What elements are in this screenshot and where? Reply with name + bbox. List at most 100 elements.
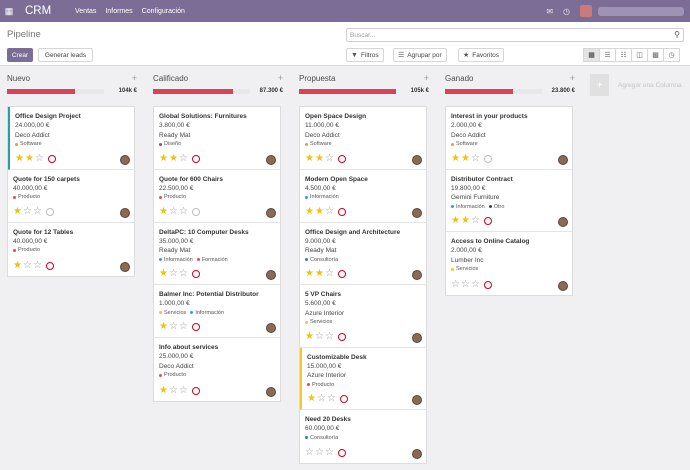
menu-ventas[interactable]: Ventas <box>75 7 97 15</box>
star-icon[interactable]: ★ <box>159 384 168 396</box>
avatar[interactable] <box>412 207 422 218</box>
generate-leads-button[interactable]: Generar leads <box>38 48 93 62</box>
star-icon[interactable]: ★ <box>24 152 34 164</box>
column-title[interactable]: Ganado <box>445 74 474 83</box>
clock-icon[interactable]: ◷ <box>563 6 570 16</box>
column-title[interactable]: Calificado <box>153 74 189 83</box>
kanban-card[interactable]: Open Space Design 11.000,00 € Deco Addict S… <box>300 107 426 170</box>
quick-create-plus-icon[interactable]: + <box>277 73 283 83</box>
star-icon[interactable]: ★ <box>460 215 470 226</box>
favorites-button[interactable]: ★ Favoritos <box>458 48 505 62</box>
activity-clock-icon[interactable] <box>191 154 200 163</box>
kanban-card[interactable]: Quote for 150 carpets 40.000,00 € Producto… <box>8 170 134 223</box>
kanban-card[interactable]: Balmer Inc: Potential Distributor 1.000,0… <box>154 285 280 338</box>
star-icon[interactable]: ★ <box>13 259 22 271</box>
star-icon[interactable]: ☆ <box>324 330 334 342</box>
list-view-icon[interactable]: ☰ <box>599 48 616 62</box>
star-icon[interactable]: ☆ <box>22 205 32 217</box>
activity-clock-icon[interactable] <box>191 323 200 331</box>
activity-clock-icon[interactable] <box>337 270 346 278</box>
app-name[interactable]: CRM <box>25 5 52 17</box>
star-icon[interactable]: ☆ <box>314 447 324 458</box>
star-icon[interactable]: ★ <box>314 152 324 164</box>
star-icon[interactable]: ☆ <box>460 278 470 290</box>
search-icon[interactable]: ⚲ <box>674 30 680 39</box>
avatar[interactable] <box>120 207 130 218</box>
star-icon[interactable]: ★ <box>451 152 460 164</box>
avatar[interactable] <box>558 217 568 227</box>
star-icon[interactable]: ☆ <box>316 393 326 404</box>
menu-configuracion[interactable]: Configuración <box>141 7 185 15</box>
avatar[interactable] <box>580 5 592 17</box>
add-column[interactable]: + Agregar una Columna <box>590 74 686 96</box>
avatar[interactable] <box>266 154 276 165</box>
kanban-card[interactable]: Global Solutions: Furnitures 3.800,00 € Re… <box>154 107 280 170</box>
kanban-card[interactable]: Need 20 Desks 60.000,00 € Consultoría ☆ ☆ ☆ <box>300 410 426 463</box>
star-icon[interactable]: ★ <box>305 268 314 279</box>
star-icon[interactable]: ★ <box>314 268 324 279</box>
column-title[interactable]: Propuesta <box>299 74 336 83</box>
star-icon[interactable]: ☆ <box>32 205 42 217</box>
kanban-card[interactable]: Modern Open Space 4.500,00 € Información ★ ★… <box>300 170 426 223</box>
column-progress-bar[interactable] <box>299 89 396 94</box>
column-progress-bar[interactable] <box>153 89 250 94</box>
star-icon[interactable]: ☆ <box>470 152 480 164</box>
activity-clock-icon[interactable] <box>483 280 492 289</box>
avatar[interactable] <box>266 386 276 397</box>
star-icon[interactable]: ☆ <box>178 205 188 217</box>
star-icon[interactable]: ☆ <box>451 278 460 290</box>
activity-clock-icon[interactable] <box>337 332 346 341</box>
avatar[interactable] <box>558 154 568 165</box>
calendar-view-icon[interactable]: ☷ <box>615 48 632 62</box>
kanban-card[interactable]: Quote for 600 Chairs 22.500,00 € Producto ★… <box>154 170 280 223</box>
star-icon[interactable]: ★ <box>168 152 178 164</box>
activity-clock-icon[interactable] <box>339 395 348 403</box>
activity-clock-icon[interactable] <box>45 207 54 216</box>
star-icon[interactable]: ☆ <box>314 330 324 342</box>
star-icon[interactable]: ☆ <box>178 152 188 164</box>
avatar[interactable] <box>266 207 276 218</box>
star-icon[interactable]: ☆ <box>34 152 44 164</box>
activity-clock-icon[interactable] <box>337 154 346 163</box>
avatar[interactable] <box>120 154 130 165</box>
star-icon[interactable]: ☆ <box>470 215 480 226</box>
kanban-card[interactable]: Distributor Contract 19.800,00 € Gemini Fu… <box>446 170 572 232</box>
activity-clock-icon[interactable] <box>191 270 200 278</box>
kanban-card[interactable]: Office Design and Architecture 9.000,00 €… <box>300 223 426 285</box>
activity-clock-icon[interactable] <box>191 386 200 395</box>
activity-clock-icon[interactable] <box>483 154 492 163</box>
avatar[interactable] <box>120 261 130 272</box>
star-icon[interactable]: ☆ <box>326 393 336 404</box>
kanban-card[interactable]: Customizable Desk 15.000,00 € Azure Interi… <box>300 347 426 410</box>
groupby-button[interactable]: ☰ Agrupar por <box>393 48 447 62</box>
activity-clock-icon[interactable] <box>337 207 346 216</box>
star-icon[interactable]: ☆ <box>178 384 188 396</box>
kanban-card[interactable]: Office Design Project 24.000,00 € Deco Add… <box>8 107 134 170</box>
avatar[interactable] <box>412 395 422 405</box>
avatar[interactable] <box>558 280 568 291</box>
avatar[interactable] <box>412 154 422 165</box>
star-icon[interactable]: ☆ <box>324 268 334 279</box>
activity-view-icon[interactable]: ◷ <box>663 48 680 62</box>
graph-view-icon[interactable]: ▩ <box>647 48 664 62</box>
star-icon[interactable]: ★ <box>314 205 324 217</box>
star-icon[interactable]: ☆ <box>32 259 42 271</box>
avatar[interactable] <box>266 270 276 280</box>
avatar[interactable] <box>412 449 422 459</box>
star-icon[interactable]: ☆ <box>178 268 188 279</box>
star-icon[interactable]: ★ <box>305 330 314 342</box>
star-icon[interactable]: ☆ <box>168 268 178 279</box>
kanban-view-icon[interactable]: ▦ <box>583 48 600 62</box>
star-icon[interactable]: ☆ <box>324 152 334 164</box>
avatar[interactable] <box>412 270 422 280</box>
filters-button[interactable]: ▼ Filtros <box>346 48 384 62</box>
star-icon[interactable]: ★ <box>307 393 316 404</box>
star-icon[interactable]: ☆ <box>168 384 178 396</box>
column-title[interactable]: Nuevo <box>7 74 31 83</box>
star-icon[interactable]: ☆ <box>168 321 178 332</box>
star-icon[interactable]: ★ <box>159 321 168 332</box>
activity-clock-icon[interactable] <box>47 154 56 163</box>
kanban-card[interactable]: 5 VP Chairs 5.600,00 € Azure Interior Servi… <box>300 285 426 348</box>
quick-create-plus-icon[interactable]: + <box>569 73 575 83</box>
star-icon[interactable]: ★ <box>305 205 314 217</box>
